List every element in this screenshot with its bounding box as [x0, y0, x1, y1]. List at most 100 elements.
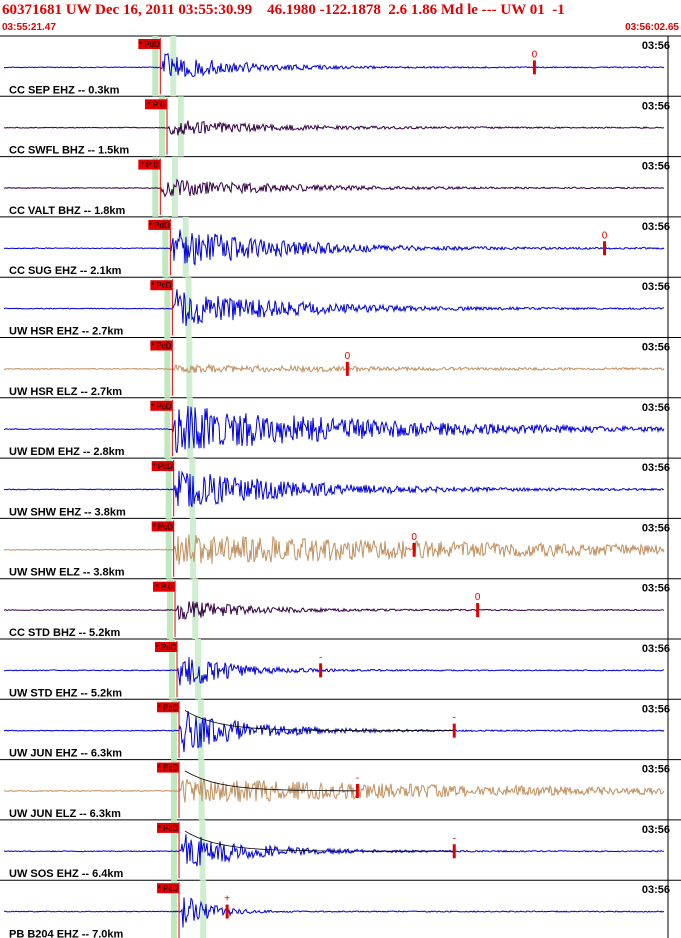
pick-window-band — [159, 96, 165, 157]
coda-marker-label: - — [319, 652, 322, 663]
pick-window-band — [197, 699, 204, 760]
trace-time-label: 03:56 — [642, 221, 670, 233]
pick-label: * PcD — [158, 824, 179, 833]
pick-label: * PcD — [151, 402, 172, 411]
station-label: UW HSR EHZ -- 2.7km — [9, 326, 124, 338]
coda-marker — [532, 60, 536, 75]
station-label: UW JUN ELZ -- 6.3km — [9, 808, 121, 820]
station-label: CC STD BHZ -- 5.2km — [9, 627, 120, 639]
coda-marker — [355, 783, 359, 798]
pick-label: * PcD — [158, 884, 179, 893]
station-label: UW JUN EHZ -- 6.3km — [9, 748, 122, 760]
coda-marker-label: - — [356, 773, 359, 784]
pick-box — [151, 461, 174, 472]
pick-box — [157, 822, 180, 833]
pick-label: * PcD — [152, 462, 173, 471]
pick-box — [150, 280, 173, 291]
waveform — [3, 52, 665, 78]
coda-fit-curve — [184, 830, 454, 852]
pick-box — [138, 39, 161, 49]
pick-box — [157, 883, 180, 894]
pick-label: * P 0 — [155, 583, 173, 592]
pick-window-band — [162, 216, 169, 278]
station-label: UW STD EHZ -- 5.2km — [9, 687, 122, 699]
trace-time-label: 03:56 — [642, 583, 670, 595]
pick-window-band — [165, 458, 172, 519]
trace-time-label: 03:56 — [642, 764, 670, 776]
trace-row: * PcD 03:56 UW EDM EHZ -- 2.8km — [0, 397, 681, 459]
trace-time-label: 03:56 — [642, 161, 670, 173]
pick-box — [138, 159, 161, 170]
pick-box — [150, 340, 173, 351]
pick-window-band — [165, 518, 172, 579]
trace-time-label: 03:56 — [642, 522, 670, 534]
station-label: UW SHW EHZ -- 3.8km — [9, 506, 126, 518]
waveform — [3, 289, 665, 326]
pick-window-band — [169, 639, 176, 700]
station-label: PB B204 EHZ -- 7.0km — [9, 929, 124, 938]
pick-label: * PcD — [158, 703, 179, 712]
trace-row: * P 0 03:56 CC VALT BHZ -- 1.8km — [0, 156, 681, 218]
coda-marker — [225, 904, 229, 919]
station-label: CC SUG EHZ -- 2.1km — [9, 265, 122, 277]
waveform — [3, 601, 665, 621]
trace-row: * PcD - 03:56 UW JUN ELZ -- 6.3km — [0, 759, 681, 821]
trace-row: * P 0 0 03:56 CC STD BHZ -- 5.2km — [0, 578, 681, 640]
waveform — [3, 778, 665, 803]
coda-marker-label: 0 — [475, 592, 481, 603]
coda-marker — [345, 361, 349, 376]
trace-row: * PcD 03:56 UW HSR EHZ -- 2.7km — [0, 277, 681, 338]
coda-marker-label: 0 — [602, 230, 608, 241]
coda-marker — [319, 663, 323, 678]
pick-label: * PdD — [149, 221, 170, 230]
pick-window-band — [171, 880, 178, 938]
pick-box — [155, 642, 178, 652]
pick-window-band — [186, 337, 193, 398]
pick-window-band — [152, 36, 159, 97]
waveform — [3, 711, 665, 753]
pick-window-band — [192, 578, 199, 639]
pick-window-band — [164, 397, 171, 459]
pick-window-band — [171, 819, 178, 881]
trace-time-label: 03:56 — [642, 281, 670, 293]
station-label: UW HSR ELZ -- 2.7km — [9, 386, 122, 398]
trace-time-label: 03:56 — [642, 40, 670, 52]
waveform — [3, 470, 665, 508]
trace-row: * PcD - 03:56 UW JUN EHZ -- 6.3km — [0, 699, 681, 761]
event-header: 60371681 UW Dec 16, 2011 03:55:30.99 46.… — [2, 2, 565, 18]
coda-marker — [412, 542, 416, 557]
trace-time-label: 03:56 — [642, 402, 670, 414]
pick-window-band — [167, 578, 174, 639]
trace-time-label: 03:56 — [642, 884, 670, 896]
coda-marker-label: 0 — [532, 49, 538, 60]
coda-marker-label: + — [224, 894, 230, 905]
waveform — [4, 897, 665, 928]
coda-marker-label: 0 — [411, 532, 417, 543]
pick-label: * PcD — [151, 342, 172, 351]
coda-marker-label: 0 — [345, 351, 351, 362]
waveform — [3, 229, 665, 267]
station-label: CC SEP EHZ -- 0.3km — [9, 84, 120, 96]
trace-time-label: 03:56 — [642, 462, 670, 474]
trace-row: * PdD 0 03:56 CC SEP EHZ -- 0.3km — [0, 36, 681, 97]
trace-time-label: 03:56 — [642, 824, 670, 836]
coda-marker — [476, 603, 480, 618]
pick-box — [145, 99, 167, 110]
pick-box — [148, 219, 171, 230]
pick-label: * P 0 — [147, 100, 165, 109]
coda-marker — [603, 241, 607, 256]
coda-marker-label: - — [453, 713, 456, 724]
end-time-label: 03:56:02.65 — [625, 22, 679, 33]
coda-marker-label: - — [453, 833, 456, 844]
trace-row: * PdD - 03:56 UW STD EHZ -- 5.2km — [0, 639, 681, 700]
pick-label: * PcD — [152, 522, 173, 531]
trace-row: * PcD +03:56 PB B204 EHZ -- 7.0km — [4, 880, 670, 938]
pick-window-band — [195, 639, 202, 700]
station-label: UW SOS EHZ -- 6.4km — [9, 868, 124, 880]
pick-label: * PcD — [151, 281, 172, 290]
coda-marker — [452, 723, 456, 738]
trace-row: * PcD - 03:56 UW SOS EHZ -- 6.4km — [0, 819, 681, 881]
trace-time-label: 03:56 — [642, 100, 670, 112]
pick-box — [157, 762, 180, 773]
